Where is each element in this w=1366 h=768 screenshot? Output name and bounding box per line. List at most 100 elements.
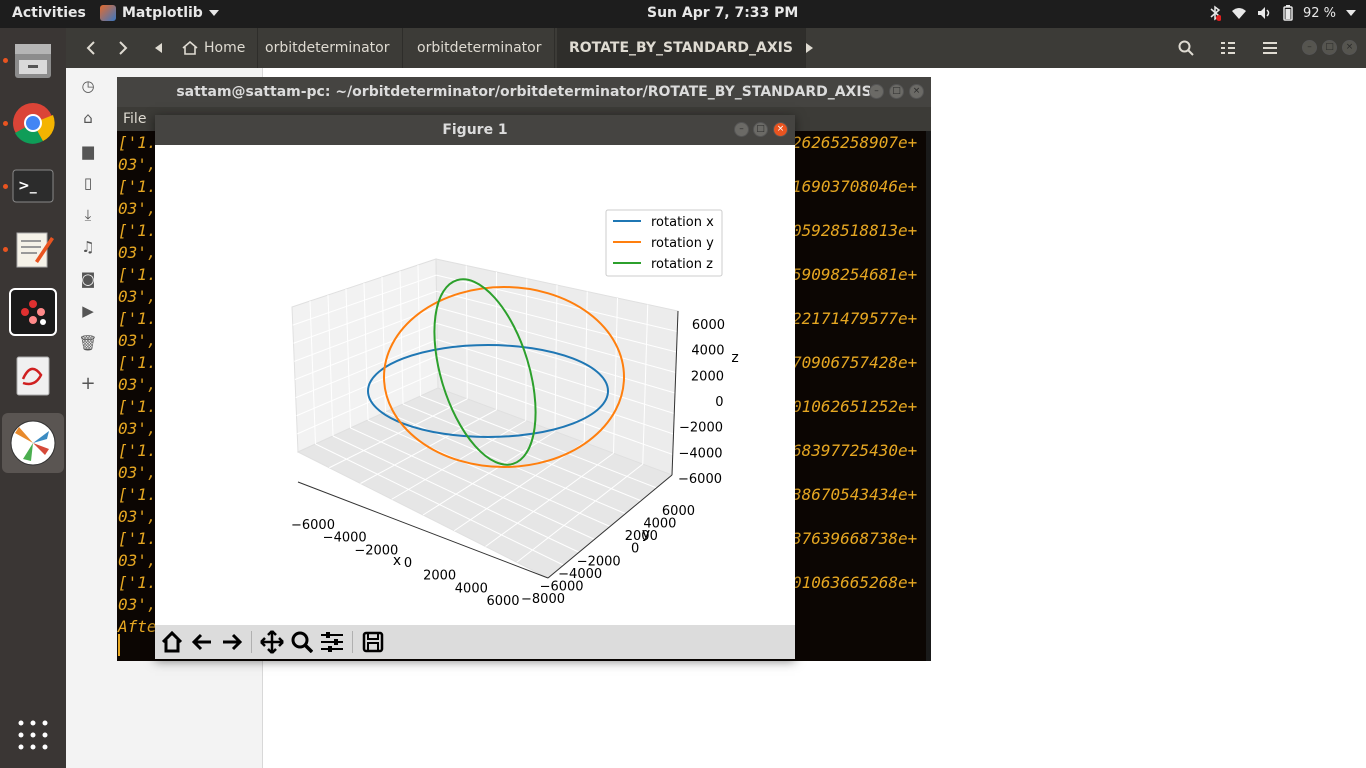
folder-icon[interactable]: ▆ bbox=[82, 142, 94, 160]
recent-icon[interactable]: ◷ bbox=[81, 77, 95, 95]
close-button[interactable]: × bbox=[1342, 40, 1357, 55]
files-icon[interactable] bbox=[9, 36, 57, 84]
gridline bbox=[385, 411, 626, 515]
chevron-down-icon bbox=[208, 10, 219, 16]
svg-text:>_: >_ bbox=[18, 178, 37, 194]
breadcrumb-item[interactable]: orbitdeterminator bbox=[405, 28, 555, 68]
back-icon[interactable] bbox=[188, 629, 216, 655]
terminal-line: ['1. bbox=[118, 265, 157, 284]
bluetooth-icon bbox=[1210, 5, 1221, 21]
music-icon[interactable]: ♫ bbox=[81, 238, 95, 256]
x-axis-label: x bbox=[393, 553, 401, 569]
app-menu[interactable]: Matplotlib bbox=[100, 5, 219, 21]
y-tick-label: −4000 bbox=[558, 567, 602, 582]
minimize-button[interactable]: – bbox=[734, 122, 749, 137]
app-icon-dots[interactable] bbox=[9, 288, 57, 336]
close-button[interactable]: × bbox=[909, 84, 924, 99]
maximize-button[interactable]: □ bbox=[753, 122, 768, 137]
text-cursor bbox=[118, 634, 120, 656]
y-tick-label: 0 bbox=[631, 542, 639, 557]
x-tick-label: −4000 bbox=[323, 531, 367, 546]
gridline bbox=[294, 323, 438, 380]
search-button[interactable] bbox=[1172, 28, 1200, 68]
trash-icon[interactable]: 🗑 bbox=[78, 334, 98, 352]
zoom-icon[interactable] bbox=[288, 629, 316, 655]
videos-icon[interactable]: ▶ bbox=[82, 302, 94, 320]
matplotlib-icon[interactable] bbox=[2, 413, 64, 473]
activities-button[interactable]: Activities bbox=[12, 5, 86, 21]
terminal-line: 03', bbox=[118, 507, 157, 526]
breadcrumb-item[interactable]: orbitdeterminator bbox=[253, 28, 403, 68]
breadcrumb-scroll-right[interactable] bbox=[802, 28, 818, 68]
y-tick-label: 2000 bbox=[625, 529, 658, 544]
terminal-line-tail: 37639668738e+ bbox=[792, 529, 918, 548]
close-button[interactable]: × bbox=[773, 122, 788, 137]
dock: >_ bbox=[0, 28, 66, 768]
show-applications-icon[interactable] bbox=[18, 720, 48, 750]
minimize-button[interactable]: – bbox=[869, 84, 884, 99]
save-icon[interactable] bbox=[359, 629, 387, 655]
system-tray[interactable]: 92 % bbox=[1209, 5, 1356, 21]
series-rotation-z bbox=[433, 278, 537, 466]
toolbar-separator bbox=[352, 631, 353, 653]
battery-icon bbox=[1283, 5, 1293, 21]
gridline bbox=[297, 371, 438, 435]
pictures-icon[interactable]: ◙ bbox=[80, 270, 96, 288]
chrome-icon[interactable] bbox=[9, 99, 57, 147]
menu-button[interactable] bbox=[1256, 28, 1284, 68]
terminal-line-tail: 01062651252e+ bbox=[792, 397, 918, 416]
x-tick-label: −6000 bbox=[291, 518, 335, 533]
3d-plot[interactable]: −6000−4000−20000200040006000600040002000… bbox=[155, 145, 795, 625]
maximize-button[interactable]: □ bbox=[1322, 40, 1337, 55]
breadcrumb-current[interactable]: ROTATE_BY_STANDARD_AXIS bbox=[557, 28, 806, 68]
terminal-line-tail: 26265258907e+ bbox=[792, 133, 918, 152]
menu-file[interactable]: File bbox=[123, 111, 147, 127]
top-bar: Activities Matplotlib Sun Apr 7, 7:33 PM… bbox=[0, 0, 1366, 28]
legend-label: rotation y bbox=[651, 236, 714, 251]
y-tick-label: −6000 bbox=[540, 579, 584, 594]
breadcrumb-scroll-left[interactable] bbox=[150, 28, 168, 68]
maximize-button[interactable]: □ bbox=[889, 84, 904, 99]
view-toggle-button[interactable] bbox=[1214, 28, 1242, 68]
minimize-button[interactable]: – bbox=[1302, 40, 1317, 55]
terminal-icon[interactable]: >_ bbox=[9, 162, 57, 210]
documents-icon[interactable]: ▯ bbox=[83, 174, 93, 192]
breadcrumb-label: orbitdeterminator bbox=[265, 40, 390, 56]
gridline bbox=[417, 264, 421, 397]
search-icon bbox=[1178, 40, 1194, 56]
gridline bbox=[399, 270, 404, 405]
home-icon[interactable] bbox=[158, 629, 186, 655]
y-tick-label: −8000 bbox=[521, 592, 565, 607]
document-viewer-icon[interactable] bbox=[9, 351, 57, 399]
list-view-icon bbox=[1221, 42, 1235, 54]
terminal-line: 03', bbox=[118, 331, 157, 350]
z-tick-label: −2000 bbox=[679, 421, 723, 436]
forward-icon[interactable] bbox=[218, 629, 246, 655]
downloads-icon[interactable]: ⤓ bbox=[84, 206, 92, 224]
text-editor-icon[interactable] bbox=[9, 225, 57, 273]
volume-icon bbox=[1257, 7, 1270, 19]
gridline bbox=[642, 304, 649, 465]
terminal-line-tail: 22171479577e+ bbox=[792, 309, 918, 328]
z-tick-label: 4000 bbox=[691, 344, 724, 359]
z-tick-label: 0 bbox=[715, 395, 723, 410]
add-location-icon[interactable]: + bbox=[80, 373, 96, 394]
back-button[interactable] bbox=[78, 28, 104, 68]
battery-percent: 92 % bbox=[1302, 5, 1336, 21]
terminal-scrollbar[interactable] bbox=[926, 131, 931, 661]
x-tick-label: 0 bbox=[404, 556, 412, 571]
forward-button[interactable] bbox=[110, 28, 136, 68]
gridlines bbox=[292, 264, 678, 566]
terminal-line: ['1. bbox=[118, 573, 157, 592]
terminal-line: 03', bbox=[118, 199, 157, 218]
plot-canvas[interactable]: −6000 −4000 −2000 0 2000 4000 6000 6000 4000 2000… bbox=[155, 145, 795, 625]
y-axis-line bbox=[547, 474, 673, 579]
home-icon[interactable]: ⌂ bbox=[83, 109, 93, 127]
chevron-left-icon bbox=[86, 41, 95, 55]
configure-icon[interactable] bbox=[318, 629, 346, 655]
running-indicator bbox=[3, 58, 8, 63]
breadcrumb-home[interactable]: Home bbox=[170, 28, 259, 68]
figure-window[interactable]: Figure 1 – □ × −6000 −4000 −2000 0 2000 4000 6… bbox=[155, 115, 795, 659]
clock[interactable]: Sun Apr 7, 7:33 PM bbox=[647, 5, 799, 21]
pan-icon[interactable] bbox=[258, 629, 286, 655]
